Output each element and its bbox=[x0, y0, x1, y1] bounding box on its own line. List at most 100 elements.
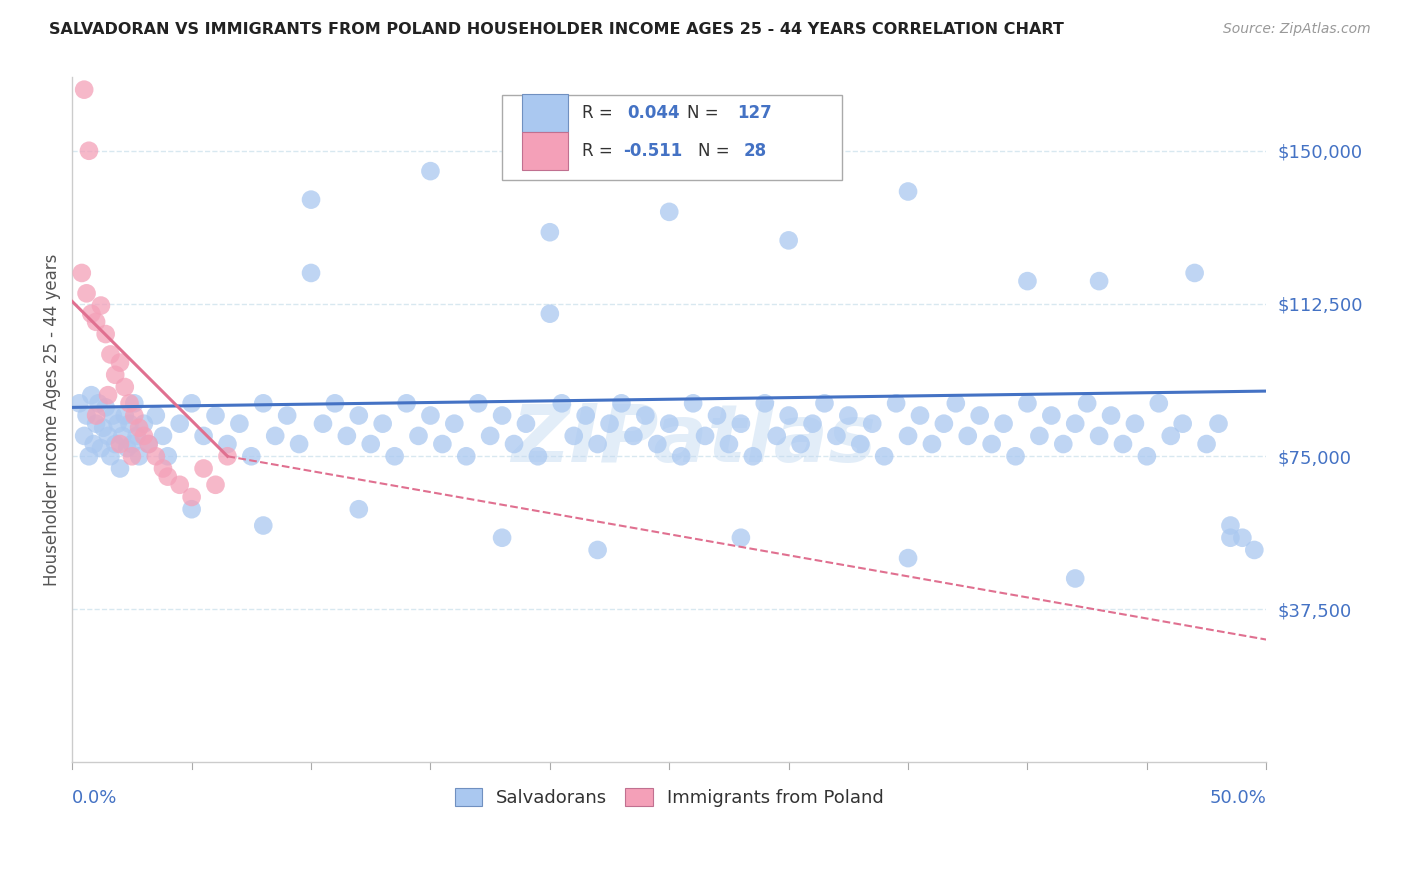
Point bbox=[228, 417, 250, 431]
Point bbox=[515, 417, 537, 431]
Point bbox=[575, 409, 598, 423]
Point bbox=[491, 531, 513, 545]
Point bbox=[1017, 274, 1039, 288]
Text: SALVADORAN VS IMMIGRANTS FROM POLAND HOUSEHOLDER INCOME AGES 25 - 44 YEARS CORRE: SALVADORAN VS IMMIGRANTS FROM POLAND HOU… bbox=[49, 22, 1064, 37]
Point bbox=[1136, 450, 1159, 464]
Point bbox=[467, 396, 489, 410]
Point bbox=[124, 409, 146, 423]
Point bbox=[932, 417, 955, 431]
Point bbox=[1147, 396, 1170, 410]
Point bbox=[252, 396, 274, 410]
Point bbox=[312, 417, 335, 431]
Point bbox=[156, 450, 179, 464]
Point bbox=[180, 396, 202, 410]
Point bbox=[132, 429, 155, 443]
Point bbox=[138, 437, 160, 451]
Point bbox=[97, 388, 120, 402]
Point bbox=[115, 441, 138, 455]
Point bbox=[100, 347, 122, 361]
Point bbox=[634, 409, 657, 423]
Point bbox=[765, 429, 787, 443]
Point bbox=[114, 409, 136, 423]
Text: R =: R = bbox=[582, 104, 619, 122]
FancyBboxPatch shape bbox=[502, 95, 842, 180]
Point bbox=[741, 450, 763, 464]
Point bbox=[813, 396, 835, 410]
Point bbox=[658, 417, 681, 431]
Point bbox=[956, 429, 979, 443]
Point bbox=[610, 396, 633, 410]
Text: N =: N = bbox=[688, 104, 724, 122]
Point bbox=[479, 429, 502, 443]
Point bbox=[562, 429, 585, 443]
Point bbox=[1232, 531, 1254, 545]
Point bbox=[108, 461, 131, 475]
Point bbox=[669, 450, 692, 464]
Point bbox=[1160, 429, 1182, 443]
Point bbox=[217, 437, 239, 451]
Point bbox=[837, 409, 859, 423]
Point bbox=[801, 417, 824, 431]
Text: 0.044: 0.044 bbox=[627, 104, 681, 122]
Point bbox=[599, 417, 621, 431]
Point bbox=[419, 409, 441, 423]
Point bbox=[114, 380, 136, 394]
Point bbox=[1064, 572, 1087, 586]
Point bbox=[217, 450, 239, 464]
Point bbox=[125, 429, 148, 443]
Point bbox=[100, 450, 122, 464]
Point bbox=[118, 417, 141, 431]
Point bbox=[873, 450, 896, 464]
Text: 127: 127 bbox=[737, 104, 772, 122]
Point bbox=[347, 409, 370, 423]
Point bbox=[118, 396, 141, 410]
Point bbox=[90, 299, 112, 313]
Point bbox=[156, 469, 179, 483]
Point bbox=[993, 417, 1015, 431]
Point bbox=[104, 437, 127, 451]
Point bbox=[299, 193, 322, 207]
Text: ZIPatlas: ZIPatlas bbox=[510, 401, 876, 479]
Point bbox=[456, 450, 478, 464]
Point bbox=[1123, 417, 1146, 431]
Point bbox=[169, 477, 191, 491]
Point bbox=[128, 421, 150, 435]
Point bbox=[276, 409, 298, 423]
Point bbox=[91, 421, 114, 435]
Text: 50.0%: 50.0% bbox=[1209, 789, 1267, 807]
Point bbox=[94, 401, 117, 415]
Point bbox=[145, 409, 167, 423]
Point bbox=[145, 450, 167, 464]
Point bbox=[84, 315, 107, 329]
Point bbox=[1208, 417, 1230, 431]
Point bbox=[586, 437, 609, 451]
Point bbox=[299, 266, 322, 280]
Point bbox=[908, 409, 931, 423]
Point bbox=[395, 396, 418, 410]
Point bbox=[384, 450, 406, 464]
Point bbox=[193, 461, 215, 475]
Point bbox=[77, 144, 100, 158]
Point bbox=[108, 355, 131, 369]
Point bbox=[778, 233, 800, 247]
Point bbox=[658, 205, 681, 219]
Point bbox=[76, 286, 98, 301]
Point bbox=[1028, 429, 1050, 443]
Text: 0.0%: 0.0% bbox=[72, 789, 118, 807]
Point bbox=[527, 450, 550, 464]
Point bbox=[73, 83, 96, 97]
Point bbox=[980, 437, 1002, 451]
Point bbox=[90, 441, 112, 455]
Point bbox=[754, 396, 776, 410]
Point bbox=[360, 437, 382, 451]
Point bbox=[138, 437, 160, 451]
Point bbox=[80, 307, 103, 321]
Text: 28: 28 bbox=[744, 142, 766, 161]
Point bbox=[180, 502, 202, 516]
Point bbox=[111, 429, 134, 443]
Point bbox=[132, 417, 155, 431]
Point bbox=[969, 409, 991, 423]
Point bbox=[682, 396, 704, 410]
Point bbox=[491, 409, 513, 423]
Point bbox=[647, 437, 669, 451]
